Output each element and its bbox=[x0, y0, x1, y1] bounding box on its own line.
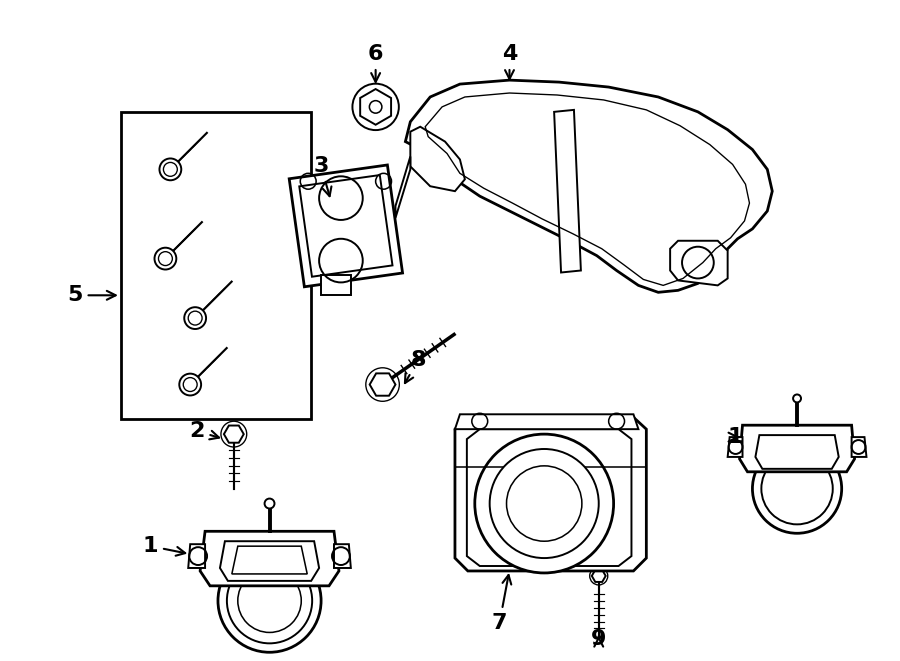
Polygon shape bbox=[395, 157, 410, 218]
Polygon shape bbox=[455, 414, 638, 429]
Circle shape bbox=[218, 549, 321, 652]
Circle shape bbox=[490, 449, 598, 558]
Circle shape bbox=[159, 159, 181, 180]
Text: 1: 1 bbox=[143, 536, 185, 556]
Circle shape bbox=[353, 84, 399, 130]
Text: 3: 3 bbox=[313, 157, 331, 196]
Polygon shape bbox=[289, 165, 402, 287]
Polygon shape bbox=[851, 437, 867, 457]
Circle shape bbox=[752, 444, 842, 533]
Circle shape bbox=[761, 453, 832, 524]
Circle shape bbox=[475, 434, 614, 573]
Circle shape bbox=[184, 307, 206, 329]
Text: 4: 4 bbox=[502, 44, 518, 79]
Polygon shape bbox=[455, 417, 646, 571]
Text: 1: 1 bbox=[728, 427, 743, 447]
Polygon shape bbox=[740, 425, 855, 472]
Polygon shape bbox=[188, 544, 205, 568]
Polygon shape bbox=[121, 112, 311, 419]
Polygon shape bbox=[554, 110, 580, 272]
Text: 8: 8 bbox=[405, 350, 426, 383]
Text: 5: 5 bbox=[68, 286, 116, 305]
Polygon shape bbox=[410, 127, 465, 191]
Polygon shape bbox=[200, 531, 339, 586]
Polygon shape bbox=[405, 80, 772, 292]
Polygon shape bbox=[370, 373, 395, 396]
Text: 2: 2 bbox=[190, 421, 219, 441]
Polygon shape bbox=[592, 570, 606, 582]
Polygon shape bbox=[670, 241, 727, 286]
Circle shape bbox=[369, 100, 382, 113]
Text: 6: 6 bbox=[368, 44, 383, 82]
Circle shape bbox=[793, 395, 801, 403]
Text: 7: 7 bbox=[491, 575, 511, 633]
Circle shape bbox=[155, 248, 176, 270]
Circle shape bbox=[227, 558, 312, 643]
Polygon shape bbox=[334, 544, 351, 568]
Polygon shape bbox=[224, 426, 244, 443]
Polygon shape bbox=[727, 437, 742, 457]
Circle shape bbox=[265, 498, 274, 508]
Text: 9: 9 bbox=[591, 629, 607, 649]
Polygon shape bbox=[321, 276, 351, 295]
Circle shape bbox=[238, 569, 302, 633]
Circle shape bbox=[179, 373, 201, 395]
Polygon shape bbox=[360, 89, 392, 125]
